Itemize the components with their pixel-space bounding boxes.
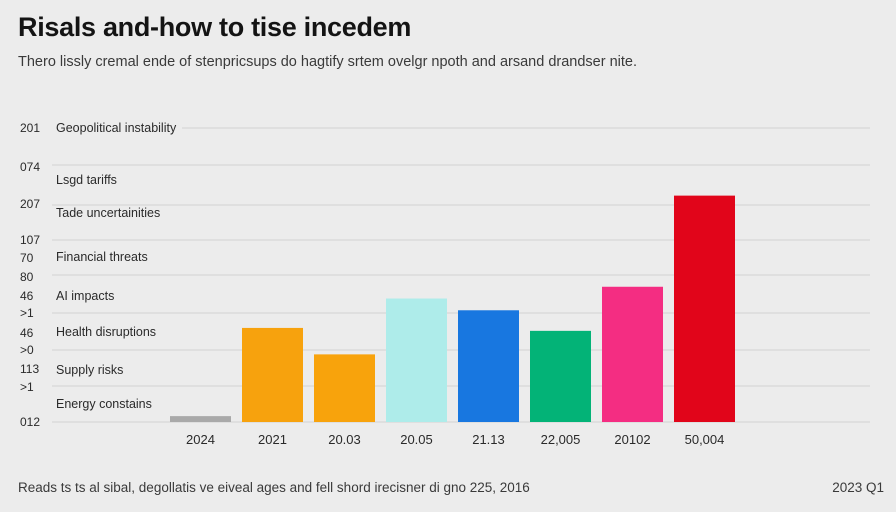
bar bbox=[674, 195, 735, 422]
row-label: AI impacts bbox=[56, 289, 114, 303]
y-tick-label: >0 bbox=[20, 343, 34, 357]
y-tick-label: 46 bbox=[20, 326, 34, 340]
x-tick-label: 21.13 bbox=[472, 432, 505, 447]
bar bbox=[530, 330, 591, 422]
footer-date: 2023 Q1 bbox=[832, 480, 884, 495]
x-tick-label: 50,004 bbox=[685, 432, 725, 447]
y-tick-label: 201 bbox=[20, 121, 40, 135]
bar bbox=[602, 286, 663, 422]
bar bbox=[314, 354, 375, 422]
x-tick-label: 2021 bbox=[258, 432, 287, 447]
x-tick-label: 2024 bbox=[186, 432, 215, 447]
y-tick-label: 074 bbox=[20, 160, 40, 174]
y-tick-label: 207 bbox=[20, 197, 40, 211]
row-label: Supply risks bbox=[56, 363, 123, 377]
x-tick-label: 20.05 bbox=[400, 432, 433, 447]
row-label: Financial threats bbox=[56, 250, 148, 264]
y-tick-label: >1 bbox=[20, 306, 34, 320]
row-label: Health disruptions bbox=[56, 325, 156, 339]
y-tick-label: 113 bbox=[20, 362, 39, 376]
row-label: Tade uncertainities bbox=[56, 206, 160, 220]
row-label: Lsgd tariffs bbox=[56, 173, 117, 187]
x-tick-label: 20102 bbox=[614, 432, 650, 447]
chart-title: Risals and-how to tise incedem bbox=[18, 12, 412, 42]
bar bbox=[386, 298, 447, 422]
bar bbox=[458, 310, 519, 422]
x-tick-label: 20.03 bbox=[328, 432, 361, 447]
y-tick-label: >1 bbox=[20, 380, 34, 394]
y-tick-label: 80 bbox=[20, 270, 34, 284]
x-tick-label: 22,005 bbox=[541, 432, 581, 447]
y-tick-label: 012 bbox=[20, 415, 40, 429]
bar bbox=[170, 416, 231, 422]
row-label: Energy constains bbox=[56, 397, 152, 411]
y-tick-label: 70 bbox=[20, 251, 34, 265]
row-label: Geopolitical instability bbox=[56, 121, 177, 135]
y-tick-label: 46 bbox=[20, 289, 34, 303]
bar bbox=[242, 327, 303, 422]
footer-note: Reads ts ts al sibal, degollatis ve eive… bbox=[18, 480, 530, 495]
y-tick-label: 107 bbox=[20, 233, 40, 247]
chart-subtitle: Thero lissly cremal ende of stenpricsups… bbox=[18, 54, 637, 70]
